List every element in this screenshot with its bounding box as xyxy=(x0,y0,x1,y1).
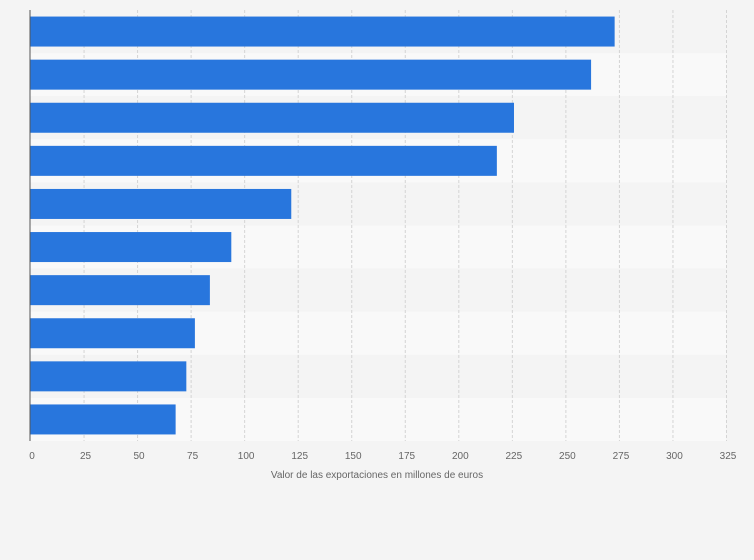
x-tick-label: 25 xyxy=(80,451,92,462)
x-tick-label: 200 xyxy=(452,451,469,462)
bar[interactable] xyxy=(30,361,187,392)
bar[interactable] xyxy=(30,232,232,263)
bar[interactable] xyxy=(30,188,292,219)
x-tick-labels: 0 25 50 75 100 125 150 175 200 225 250 275 300 325 xyxy=(29,451,737,462)
x-tick-label: 100 xyxy=(238,451,255,462)
x-tick-label: 275 xyxy=(613,451,630,462)
x-tick-label: 150 xyxy=(345,451,362,462)
x-tick-label: 250 xyxy=(559,451,576,462)
bars xyxy=(30,16,615,435)
x-tick-label: 0 xyxy=(29,451,35,462)
x-tick-label: 125 xyxy=(291,451,308,462)
bar[interactable] xyxy=(30,16,615,47)
bar[interactable] xyxy=(30,318,195,349)
x-tick-label: 325 xyxy=(720,451,737,462)
x-tick-label: 300 xyxy=(666,451,683,462)
bar[interactable] xyxy=(30,404,176,435)
x-tick-label: 225 xyxy=(506,451,523,462)
x-axis-title: Valor de las exportaciones en millones d… xyxy=(271,470,483,481)
bar[interactable] xyxy=(30,59,592,90)
bar[interactable] xyxy=(30,145,497,176)
x-tick-label: 75 xyxy=(187,451,199,462)
bar[interactable] xyxy=(30,102,514,133)
bar[interactable] xyxy=(30,275,210,306)
x-tick-label: 175 xyxy=(398,451,415,462)
x-tick-label: 50 xyxy=(134,451,146,462)
